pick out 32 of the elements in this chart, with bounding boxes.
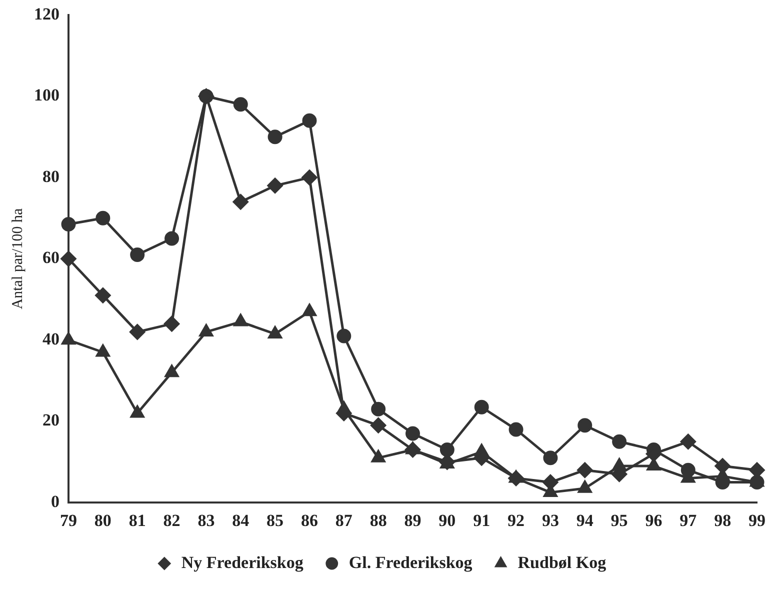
x-tick-label: 80 xyxy=(94,511,112,530)
y-axis-title: Antal par/100 ha xyxy=(10,208,26,310)
x-tick-label: 95 xyxy=(610,511,628,530)
x-tick-label: 83 xyxy=(198,511,215,530)
y-tick-label: 40 xyxy=(42,329,60,348)
x-tick-label: 96 xyxy=(645,511,662,530)
x-tick-label: 93 xyxy=(542,511,559,530)
legend-label: Gl. Frederikskog xyxy=(348,552,473,572)
x-tick-label: 89 xyxy=(404,511,422,530)
y-tick-label: 120 xyxy=(34,4,60,24)
y-tick-label: 20 xyxy=(42,410,60,430)
x-tick-label: 90 xyxy=(438,511,456,530)
x-tick-label: 79 xyxy=(60,511,77,530)
x-tick-label: 81 xyxy=(128,511,146,530)
x-tick-label: 86 xyxy=(300,511,318,530)
x-tick-label: 88 xyxy=(370,511,387,530)
x-tick-label: 84 xyxy=(232,511,250,530)
legend-label: Ny Frederikskog xyxy=(181,552,304,572)
x-tick-label: 91 xyxy=(473,511,490,530)
x-tick-label: 94 xyxy=(576,511,594,530)
y-tick-label: 100 xyxy=(34,86,60,105)
legend-label: Rudbøl Kog xyxy=(518,552,607,572)
x-tick-label: 85 xyxy=(266,511,284,530)
y-tick-label: 80 xyxy=(42,166,60,186)
x-tick-label: 97 xyxy=(680,511,698,530)
x-tick-label: 99 xyxy=(748,511,766,530)
x-tick-label: 82 xyxy=(163,511,180,530)
y-tick-label: 0 xyxy=(51,492,60,511)
x-tick-label: 92 xyxy=(508,511,525,530)
x-tick-label: 87 xyxy=(335,511,353,530)
x-tick-label: 98 xyxy=(714,511,732,530)
y-tick-label: 60 xyxy=(42,248,60,268)
